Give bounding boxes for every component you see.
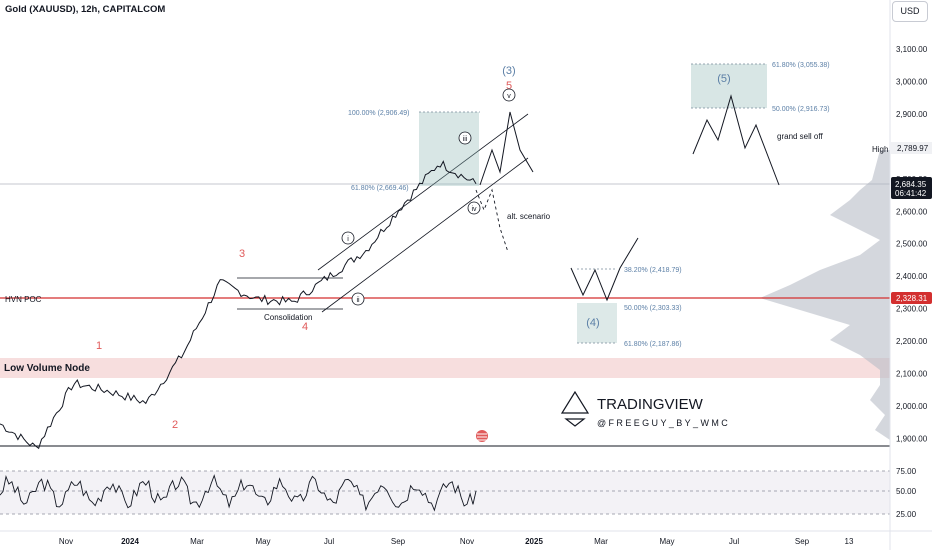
wave-big5-label: (5) bbox=[717, 73, 730, 85]
wave-5-label: 5 bbox=[506, 80, 512, 92]
low-volume-node-label: Low Volume Node bbox=[4, 363, 90, 374]
time-tick: 13 bbox=[845, 537, 854, 546]
wave3-target-box bbox=[419, 112, 479, 186]
rsi-tick-25: 25.00 bbox=[896, 510, 917, 519]
wave-big3-label: (3) bbox=[502, 65, 515, 77]
wave5-projection bbox=[479, 111, 534, 186]
time-tick: Jul bbox=[729, 537, 739, 546]
time-tick: May bbox=[659, 537, 674, 546]
last-price-marker: 2,684.35 06:41:42 bbox=[891, 177, 932, 199]
alt-scenario-path bbox=[475, 188, 509, 253]
time-tick: Mar bbox=[594, 537, 608, 546]
wave-4-label: 4 bbox=[302, 321, 308, 333]
price-tick: 2,000.00 bbox=[896, 402, 928, 411]
watermark-brand: TRADINGVIEW bbox=[597, 396, 704, 413]
price-tick: 2,500.00 bbox=[896, 240, 928, 249]
subwave-ii-label: ii bbox=[356, 297, 360, 304]
fib-618-low-label: 61.80% (2,669.46) bbox=[351, 185, 409, 192]
grand-sell-off-projection bbox=[692, 94, 780, 186]
time-tick: 2024 bbox=[121, 537, 139, 546]
fib-50-top-label: 50.00% (2,916.73) bbox=[772, 106, 830, 113]
high-label: High bbox=[872, 145, 888, 154]
wave5-target-box bbox=[691, 64, 767, 108]
wave4-target-box bbox=[577, 303, 617, 343]
us-flag-event-icon[interactable] bbox=[476, 430, 488, 442]
time-tick: Mar bbox=[190, 537, 204, 546]
rsi-tick-50: 50.00 bbox=[896, 487, 917, 496]
time-tick: 2025 bbox=[525, 537, 543, 546]
wave4-projection bbox=[570, 237, 639, 302]
price-tick: 2,200.00 bbox=[896, 337, 928, 346]
alt-scenario-label: alt. scenario bbox=[507, 212, 551, 221]
grand-sell-off-label: grand sell off bbox=[777, 132, 823, 141]
wave-1-label: 1 bbox=[96, 340, 102, 352]
price-tick: 2,300.00 bbox=[896, 305, 928, 314]
price-tick: 3,100.00 bbox=[896, 45, 928, 54]
wave-3-label: 3 bbox=[239, 248, 245, 260]
time-tick: Nov bbox=[59, 537, 73, 546]
ascending-channel bbox=[317, 113, 529, 313]
hvn-poc-label: HVN POC bbox=[5, 295, 42, 304]
tradingview-watermark: TRADINGVIEW @FREEGUY_BY_WMC bbox=[560, 390, 730, 428]
high-value: 2,789.97 bbox=[897, 144, 929, 153]
fib-618-bottom-label: 61.80% (2,187.86) bbox=[624, 341, 682, 348]
low-volume-node-band bbox=[0, 358, 890, 378]
subwave-v-label: v bbox=[507, 93, 511, 100]
time-tick: Nov bbox=[460, 537, 474, 546]
time-tick: Sep bbox=[391, 537, 406, 546]
time-tick: Sep bbox=[795, 537, 810, 546]
time-tick: May bbox=[255, 537, 270, 546]
high-marker: High 2,789.97 bbox=[872, 142, 932, 154]
bar-countdown: 06:41:42 bbox=[895, 189, 927, 198]
currency-button[interactable]: USD bbox=[892, 1, 928, 22]
hvn-price-value: 2,328.31 bbox=[896, 294, 928, 303]
fib-382-label: 38.20% (2,418.79) bbox=[624, 267, 682, 274]
price-tick: 2,600.00 bbox=[896, 207, 928, 216]
subwave-iii-label: iii bbox=[463, 136, 468, 143]
rsi-axis: 75.00 50.00 25.00 bbox=[896, 467, 917, 519]
fib-50-low-label: 50.00% (2,303.33) bbox=[624, 305, 682, 312]
watermark-author: @FREEGUY_BY_WMC bbox=[597, 418, 730, 428]
projection-paths bbox=[479, 94, 780, 302]
subwave-iv-label: iv bbox=[471, 206, 477, 213]
rsi-band bbox=[0, 471, 890, 514]
time-tick: Jul bbox=[324, 537, 334, 546]
price-axis: 3,100.003,000.002,900.002,800.002,700.00… bbox=[896, 45, 928, 443]
price-tick: 2,100.00 bbox=[896, 370, 928, 379]
price-series-line bbox=[0, 160, 477, 450]
consolidation-label: Consolidation bbox=[264, 313, 312, 322]
consolidation-box bbox=[237, 277, 343, 310]
subwave-i-label: i bbox=[347, 236, 349, 243]
volume-profile bbox=[760, 150, 890, 440]
chart-title: Gold (XAUUSD), 12h, CAPITALCOM bbox=[5, 4, 166, 15]
price-tick: 1,900.00 bbox=[896, 434, 928, 443]
tradingview-logo-icon bbox=[560, 390, 590, 427]
price-tick: 2,400.00 bbox=[896, 272, 928, 281]
subwave-circles: i ii iii iv v bbox=[341, 88, 516, 306]
time-axis: Nov 2024 Mar May Jul Sep Nov 2025 Mar May Jul Sep 13 bbox=[59, 537, 854, 546]
price-tick: 2,900.00 bbox=[896, 110, 928, 119]
wave-big4-label: (4) bbox=[586, 317, 599, 329]
rsi-line bbox=[0, 474, 477, 512]
fib-618-top-label: 61.80% (3,055.38) bbox=[772, 62, 830, 69]
fib-100-label: 100.00% (2,906.49) bbox=[348, 110, 410, 117]
price-tick: 3,000.00 bbox=[896, 77, 928, 86]
hvn-price-marker: 2,328.31 bbox=[891, 292, 932, 304]
rsi-tick-75: 75.00 bbox=[896, 467, 917, 476]
last-price-value: 2,684.35 bbox=[895, 180, 927, 189]
wave-2-label: 2 bbox=[172, 419, 178, 431]
